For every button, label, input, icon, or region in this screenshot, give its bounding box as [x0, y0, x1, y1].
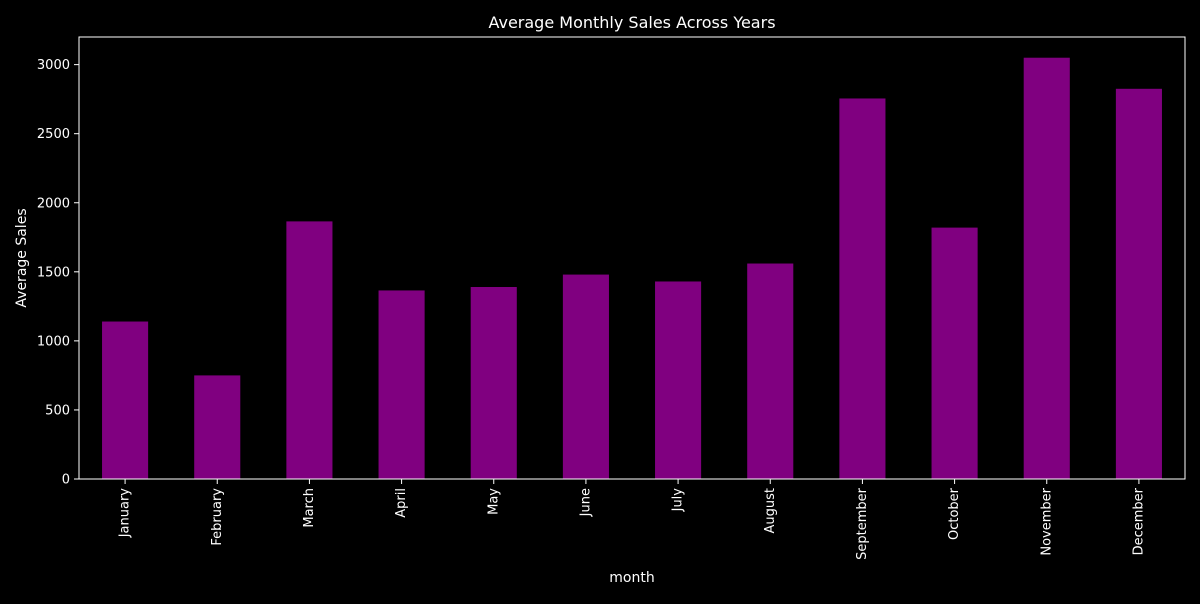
y-tick-label: 1500 — [37, 265, 70, 280]
x-tick-label-march: March — [302, 488, 317, 528]
y-tick-label: 500 — [45, 403, 70, 418]
y-tick-label: 1000 — [37, 334, 70, 349]
bar-july — [655, 281, 702, 479]
x-tick-label-may: May — [486, 488, 501, 515]
bar-december — [1115, 88, 1162, 479]
y-tick-label: 0 — [62, 473, 70, 488]
chart-title: Average Monthly Sales Across Years — [488, 13, 775, 32]
bar-september — [839, 98, 886, 479]
axes-layer — [78, 36, 1186, 480]
x-tick-label-january: January — [118, 488, 133, 539]
x-tick-label-november: November — [1039, 487, 1054, 555]
bar-february — [194, 375, 241, 479]
x-tick-label-february: February — [210, 488, 225, 546]
bar-june — [562, 274, 609, 479]
x-tick-label-july: July — [671, 488, 686, 513]
bar-august — [747, 263, 794, 479]
bar-april — [378, 290, 425, 479]
x-tick-label-september: September — [855, 487, 870, 560]
x-tick-label-october: October — [947, 487, 962, 540]
x-ticks: January February March April May June July Augu… — [118, 479, 1146, 560]
y-ticks: 0 500 1000 1500 2000 2500 3000 — [37, 58, 79, 488]
x-tick-label-june: June — [578, 488, 593, 517]
x-tick-label-december: December — [1131, 487, 1146, 555]
bar-january — [102, 321, 149, 479]
plot-frame — [78, 36, 1186, 480]
x-tick-label-august: August — [763, 488, 778, 534]
x-tick-label-april: April — [394, 488, 409, 518]
y-tick-label: 2000 — [37, 196, 70, 211]
bar-november — [1023, 57, 1070, 479]
bar-october — [931, 227, 978, 479]
y-tick-label: 3000 — [37, 58, 70, 73]
bar-march — [286, 221, 333, 479]
bar-may — [470, 287, 517, 479]
x-axis-title: month — [609, 570, 654, 586]
y-tick-label: 2500 — [37, 127, 70, 142]
y-axis-title: Average Sales — [14, 208, 30, 307]
bars-layer — [102, 57, 1162, 479]
